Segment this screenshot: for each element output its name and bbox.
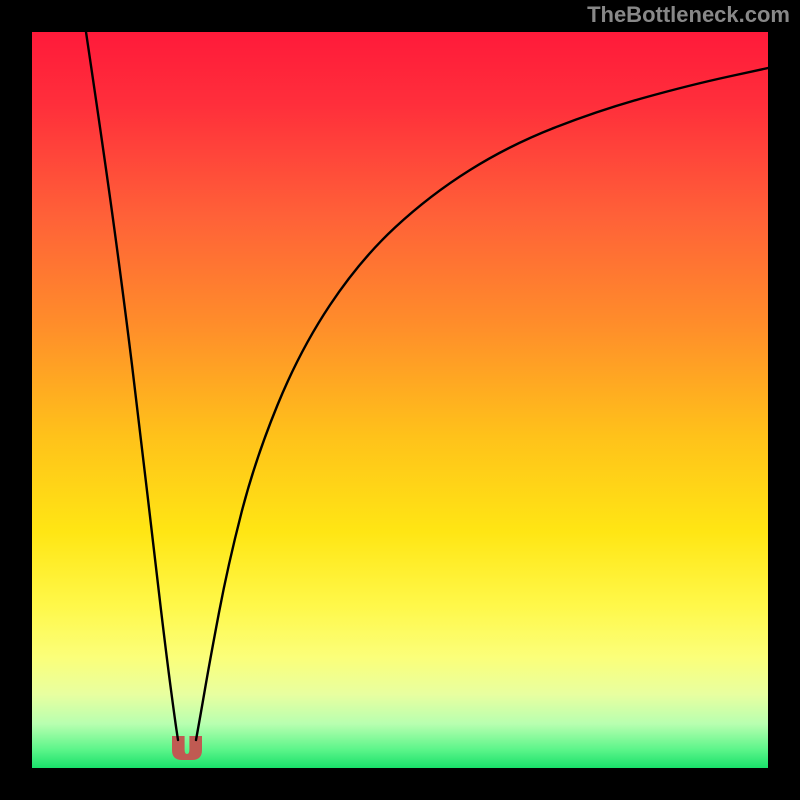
watermark-text: TheBottleneck.com <box>587 2 790 28</box>
plot-svg <box>0 0 800 800</box>
chart-root: TheBottleneck.com <box>0 0 800 800</box>
